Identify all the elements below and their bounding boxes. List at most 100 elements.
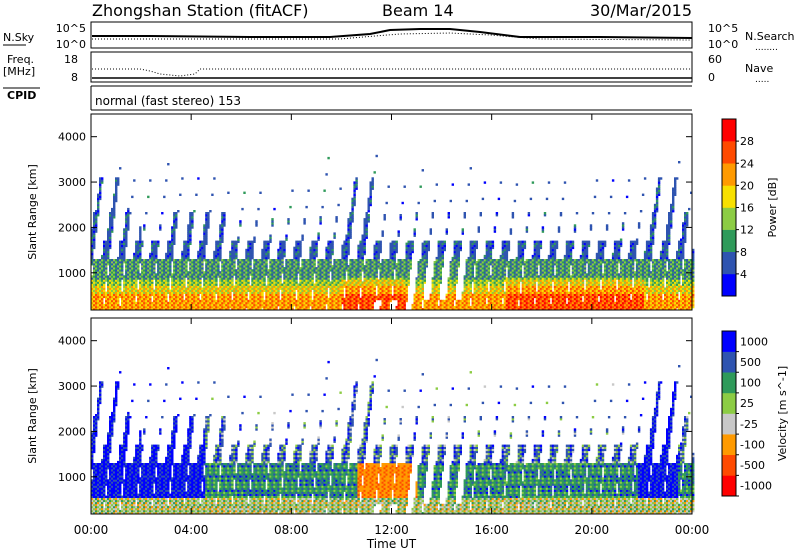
- nsky-left-tick-bottom: 10^0: [56, 38, 86, 51]
- power-data-cell: [421, 293, 424, 297]
- power-data-cell: [145, 289, 148, 292]
- power-data-cell: [99, 191, 102, 194]
- power-data-cell: [417, 201, 420, 205]
- power-data-cell: [253, 263, 256, 266]
- power-data-cell: [191, 267, 194, 270]
- power-data-cell: [227, 269, 230, 272]
- power-data-cell: [111, 283, 114, 286]
- power-data-cell: [191, 269, 194, 272]
- power-data-cell: [187, 240, 190, 243]
- power-data-cell: [253, 291, 256, 294]
- power-data-cell: [175, 301, 178, 305]
- power-data-cell: [125, 236, 128, 239]
- power-data-cell: [247, 301, 250, 305]
- power-data-cell: [117, 273, 120, 276]
- power-data-cell: [221, 222, 224, 225]
- power-data-cell: [183, 252, 186, 256]
- power-data-cell: [165, 265, 168, 268]
- power-data-cell: [175, 214, 178, 217]
- power-data-cell: [191, 261, 194, 264]
- power-data-cell: [107, 250, 110, 254]
- power-data-cell: [201, 291, 204, 294]
- power-data-cell: [109, 232, 112, 235]
- power-data-cell: [245, 250, 248, 254]
- power-data-cell: [241, 259, 244, 262]
- power-data-cell: [199, 256, 202, 260]
- power-data-cell: [421, 283, 424, 286]
- power-data-cell: [187, 291, 190, 294]
- power-data-cell: [259, 271, 262, 274]
- power-data-cell: [99, 305, 102, 309]
- power-data-cell: [113, 289, 116, 292]
- power-data-cell: [211, 281, 214, 284]
- power-data-cell: [163, 265, 166, 268]
- power-data-cell: [161, 305, 164, 309]
- power-data-cell: [211, 267, 214, 270]
- power-data-cell: [391, 273, 394, 276]
- power-data-cell: [247, 263, 250, 266]
- power-data-cell: [103, 287, 106, 290]
- power-data-cell: [263, 305, 266, 309]
- power-data-cell: [225, 297, 228, 301]
- power-data-cell: [203, 277, 206, 280]
- power-data-cell: [113, 193, 116, 196]
- power-data-cell: [193, 279, 196, 282]
- power-data-cell: [151, 244, 154, 248]
- power-data-cell: [163, 305, 166, 309]
- power-data-cell: [219, 273, 222, 276]
- power-data-cell: [197, 291, 200, 294]
- power-data-cell: [233, 303, 236, 307]
- power-data-cell: [157, 297, 160, 301]
- power-data-cell: [299, 254, 302, 258]
- power-data-cell: [169, 308, 172, 311]
- power-data-cell: [371, 185, 374, 188]
- power-data-cell: [155, 256, 158, 260]
- power-data-cell: [117, 285, 120, 288]
- power-data-cell: [171, 228, 174, 231]
- power-data-cell: [167, 252, 170, 256]
- power-data-cell: [243, 299, 246, 303]
- power-data-cell: [247, 273, 250, 276]
- power-data-cell: [153, 299, 156, 303]
- power-data-cell: [399, 216, 402, 219]
- power-data-cell: [97, 193, 100, 196]
- power-data-cell: [129, 212, 132, 215]
- power-data-cell: [93, 269, 96, 272]
- power-data-cell: [161, 261, 164, 264]
- power-data-cell: [231, 252, 234, 256]
- power-data-cell: [173, 228, 176, 231]
- power-data-cell: [207, 303, 210, 307]
- power-data-cell: [139, 244, 142, 248]
- power-data-cell: [221, 228, 224, 231]
- power-data-cell: [203, 275, 206, 278]
- power-data-cell: [367, 220, 370, 223]
- power-data-cell: [99, 185, 102, 188]
- power-data-cell: [219, 287, 222, 290]
- power-data-cell: [171, 293, 174, 297]
- power-data-cell: [251, 299, 254, 303]
- power-data-cell: [205, 228, 208, 231]
- power-data-cell: [247, 299, 250, 303]
- power-data-cell: [381, 230, 384, 233]
- power-data-cell: [231, 305, 234, 309]
- power-data-cell: [247, 277, 250, 280]
- power-data-cell: [205, 259, 208, 262]
- power-data-cell: [133, 283, 136, 286]
- power-data-cell: [231, 265, 234, 268]
- power-data-cell: [169, 250, 172, 254]
- power-data-cell: [141, 291, 144, 294]
- nsky-left-tick-top: 10^5: [56, 22, 86, 35]
- power-data-cell: [169, 269, 172, 272]
- power-data-cell: [333, 234, 336, 237]
- power-data-cell: [171, 250, 174, 254]
- power-data-cell: [199, 308, 202, 311]
- power-data-cell: [235, 301, 238, 305]
- power-data-cell: [97, 267, 100, 270]
- power-data-cell: [213, 256, 216, 260]
- power-data-cell: [221, 283, 224, 286]
- freq-panel: Freq. [MHz] 18 8 60 0 Nave .....: [3, 51, 773, 85]
- power-data-cell: [107, 230, 110, 233]
- power-data-cell: [189, 305, 192, 309]
- power-data-cell: [133, 265, 136, 268]
- power-data-cell: [177, 301, 180, 305]
